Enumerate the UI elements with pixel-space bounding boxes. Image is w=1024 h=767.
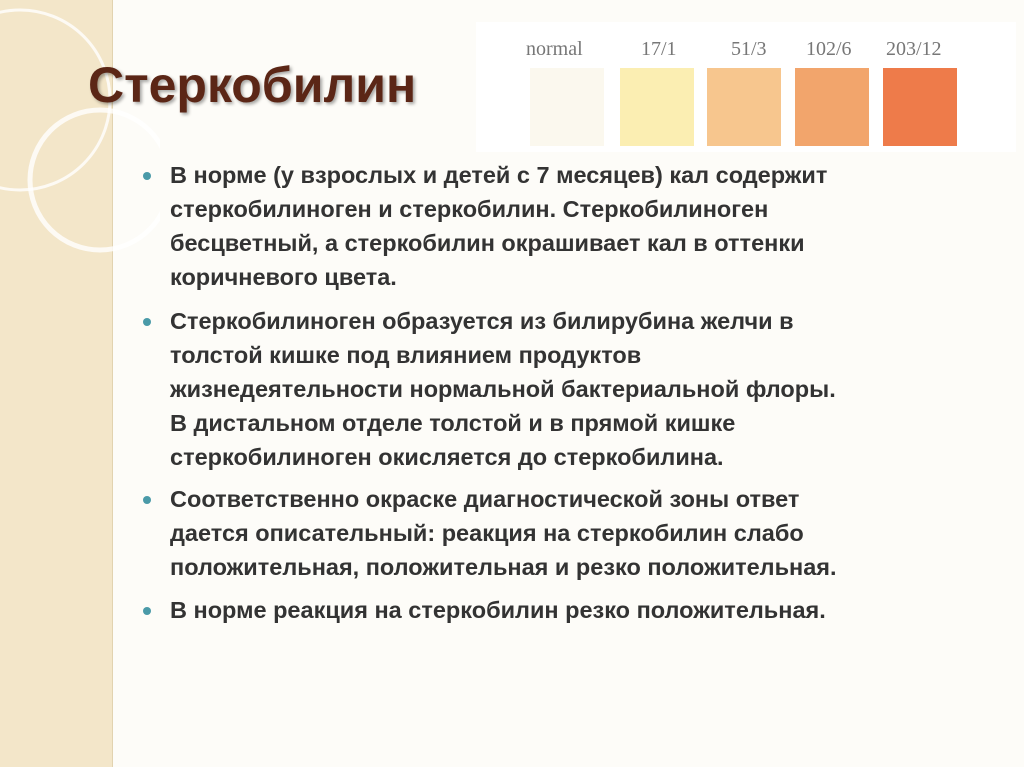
scale-label: 203/12 (886, 38, 942, 60)
bullet-line: В норме (у взрослых и детей с 7 месяцев)… (170, 162, 828, 188)
decor-circles (0, 8, 160, 253)
color-scale: normal 17/1 51/3 102/6 203/12 (476, 22, 1016, 152)
bullet-line: стеркобилиноген окисляется до стеркобили… (170, 444, 724, 470)
bullet: Стеркобилиноген образуется из билирубина… (143, 304, 836, 474)
bullet-line: жизнедеятельности нормальной бактериальн… (170, 376, 836, 402)
swatch (795, 68, 869, 146)
bullet-line: В дистальном отделе толстой и в прямой к… (170, 410, 736, 436)
scale-label: normal (526, 38, 583, 60)
bullet-line: стеркобилиноген и стеркобилин. Стеркобил… (170, 196, 769, 222)
scale-label: 51/3 (731, 38, 767, 60)
bullet: В норме реакция на стеркобилин резко пол… (143, 593, 826, 627)
swatch (620, 68, 694, 146)
bullet: Соответственно окраске диагностической з… (143, 482, 837, 584)
bullet: В норме (у взрослых и детей с 7 месяцев)… (143, 158, 828, 294)
bullet-line: В норме реакция на стеркобилин резко пол… (170, 597, 826, 623)
bullet-line: толстой кишке под влиянием продуктов (170, 342, 642, 368)
slide-title: Стеркобилин (88, 57, 417, 113)
bullet-line: Стеркобилиноген образуется из билирубина… (170, 308, 794, 334)
swatch (530, 68, 604, 146)
bullet-dot (143, 318, 151, 326)
bullet-line: Соответственно окраске диагностической з… (170, 486, 800, 512)
bullet-line: положительная, положительная и резко пол… (170, 554, 837, 580)
bullet-dot (143, 172, 151, 180)
scale-label: 17/1 (641, 38, 677, 60)
bullet-dot (143, 607, 151, 615)
bullet-line: коричневого цвета. (170, 264, 397, 290)
bullet-dot (143, 496, 151, 504)
swatch (883, 68, 957, 146)
scale-label: 102/6 (806, 38, 852, 60)
swatch (707, 68, 781, 146)
bullet-line: дается описательный: реакция на стеркоби… (170, 520, 804, 546)
bullet-line: бесцветный, а стеркобилин окрашивает кал… (170, 230, 805, 256)
